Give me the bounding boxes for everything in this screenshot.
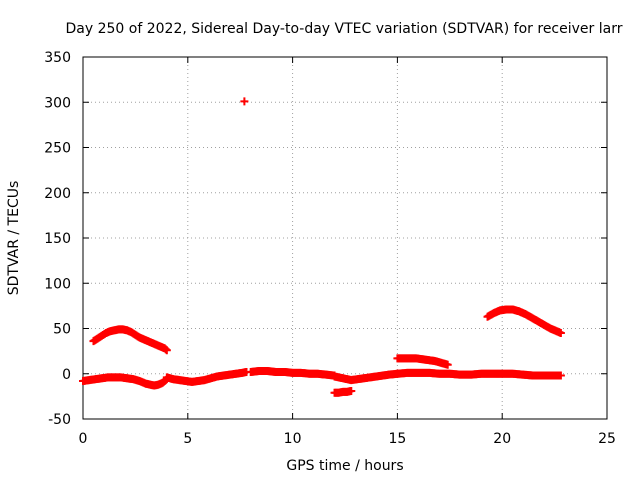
data-point bbox=[240, 97, 249, 106]
y-tick-label: 50 bbox=[53, 322, 71, 338]
series-outlier bbox=[240, 97, 249, 106]
x-tick-label: 15 bbox=[388, 431, 406, 447]
y-tick-label: 150 bbox=[44, 231, 71, 247]
x-axis-label: GPS time / hours bbox=[286, 458, 403, 474]
data-point bbox=[347, 386, 356, 395]
data-point bbox=[443, 360, 452, 369]
series-baseline-8-12 bbox=[246, 367, 339, 380]
data-point bbox=[162, 346, 171, 355]
grid-layer bbox=[83, 57, 607, 419]
y-tick-label: 250 bbox=[44, 141, 71, 157]
y-tick-label: 350 bbox=[44, 50, 71, 66]
series-baseline-12-15 bbox=[330, 369, 402, 385]
series-arc-hump-2 bbox=[483, 305, 565, 338]
y-tick-label: 100 bbox=[44, 276, 71, 292]
ticks-layer: 0 5 10 15 20 25 -50 0 50 100 150 200 250 300 350 bbox=[44, 50, 616, 447]
x-tick-label: 25 bbox=[598, 431, 616, 447]
series-dip-12 bbox=[330, 386, 356, 397]
points-layer bbox=[79, 97, 565, 397]
x-tick-label: 10 bbox=[284, 431, 302, 447]
series-baseline-15-23 bbox=[393, 368, 565, 380]
y-tick-label: 200 bbox=[44, 186, 71, 202]
y-axis-label: SDTVAR / TECUs bbox=[6, 181, 22, 296]
series-baseline-0-4 bbox=[79, 373, 171, 390]
x-tick-label: 0 bbox=[79, 431, 88, 447]
data-point bbox=[556, 371, 565, 380]
y-tick-label: 0 bbox=[62, 367, 71, 383]
series-arc-hump-1 bbox=[89, 325, 171, 355]
y-tick-label: 300 bbox=[44, 95, 71, 111]
chart-title: Day 250 of 2022, Sidereal Day-to-day VTE… bbox=[66, 21, 623, 37]
data-point bbox=[556, 329, 565, 338]
x-tick-label: 5 bbox=[183, 431, 192, 447]
series-arc-15-17 bbox=[393, 354, 452, 369]
x-tick-label: 20 bbox=[493, 431, 511, 447]
plot-frame bbox=[82, 56, 608, 420]
series-baseline-4-8 bbox=[162, 367, 251, 386]
y-tick-label: -50 bbox=[48, 412, 71, 428]
